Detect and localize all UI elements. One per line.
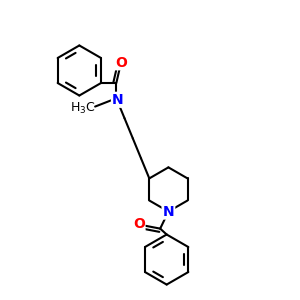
Text: O: O xyxy=(116,56,127,70)
Text: H$_3$C: H$_3$C xyxy=(70,100,95,116)
Text: N: N xyxy=(112,93,124,107)
Text: N: N xyxy=(163,205,174,218)
Text: O: O xyxy=(133,218,145,232)
